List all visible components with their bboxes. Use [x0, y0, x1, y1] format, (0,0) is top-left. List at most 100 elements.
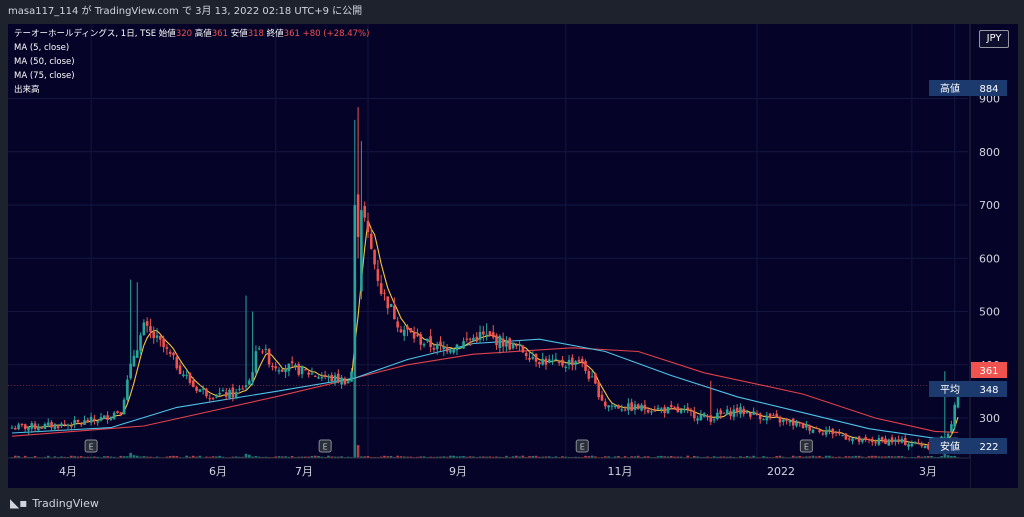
ma5-line	[25, 220, 959, 448]
candle-body	[412, 332, 416, 339]
volume-bar	[409, 456, 413, 458]
volume-bar	[607, 456, 610, 458]
publisher-header: masa117_114 が TradingView.com で 3月 13, 2…	[0, 0, 1024, 24]
candle-body	[534, 353, 538, 362]
candle-body	[706, 415, 709, 418]
candle-body	[643, 404, 647, 410]
candle-body	[491, 332, 495, 338]
candle-body	[594, 373, 597, 384]
volume-bar	[646, 456, 650, 458]
currency-button[interactable]: JPY	[979, 30, 1009, 48]
candle-body	[178, 365, 182, 375]
candle-body	[709, 415, 713, 422]
candle-body	[327, 375, 330, 378]
time-tick-label: 7月	[295, 465, 313, 478]
volume-bar	[211, 456, 215, 458]
indicator-ma50[interactable]: MA (50, close)	[14, 57, 75, 67]
volume-bar	[482, 456, 485, 458]
candle-body	[580, 358, 584, 362]
volume-bar	[340, 456, 343, 458]
candle-body	[538, 362, 541, 365]
candle-body	[524, 352, 528, 356]
volume-bar	[327, 455, 330, 458]
candle-body	[201, 388, 205, 390]
volume-bar	[386, 456, 390, 458]
candle-body	[890, 437, 894, 443]
candle-body	[805, 424, 808, 428]
volume-bar	[277, 456, 281, 458]
volume-bar	[221, 456, 225, 458]
candle-body	[729, 411, 732, 417]
candle-body	[660, 408, 663, 410]
candle-body	[70, 425, 73, 427]
volume-bar	[633, 456, 637, 458]
volume-bar	[96, 456, 100, 458]
candle-body	[277, 370, 281, 372]
earnings-marker-box	[799, 439, 813, 453]
volume-bar	[73, 456, 76, 458]
volume-bar	[465, 456, 469, 458]
candle-body	[874, 442, 877, 444]
symbol-row: テーオーホールディングス, 1日, TSE 始値320 高値361 安値318 …	[14, 27, 369, 41]
volume-bar	[544, 456, 548, 458]
candle-body	[449, 350, 452, 353]
volume-bar	[874, 455, 877, 458]
candle-body	[818, 430, 821, 433]
candle-body	[320, 377, 324, 379]
volume-bar	[884, 456, 887, 458]
candle-body	[749, 412, 752, 417]
candle-body	[719, 410, 722, 415]
volume-bar	[442, 456, 446, 458]
volume-bar	[950, 455, 953, 458]
candle-body	[867, 438, 871, 441]
candle-body	[20, 423, 24, 426]
candle-body	[175, 357, 179, 369]
time-tick-label: 4月	[59, 465, 77, 478]
volume-bar	[716, 456, 719, 458]
candle-body	[762, 419, 765, 421]
volume-bar	[604, 456, 607, 458]
indicator-ma5[interactable]: MA (5, close)	[14, 43, 70, 53]
candle-body	[475, 336, 479, 342]
volume-bar	[693, 455, 696, 458]
volume-bar	[366, 455, 370, 458]
volume-bar	[541, 456, 544, 458]
volume-bar	[861, 456, 864, 458]
candle-body	[808, 425, 811, 431]
time-tick-label: 2022	[767, 465, 795, 478]
candle-body	[838, 432, 841, 434]
symbol-name[interactable]: テーオーホールディングス, 1日, TSE	[14, 29, 157, 39]
candle-body	[462, 341, 465, 349]
candle-body	[739, 407, 742, 415]
volume-bar	[264, 456, 268, 458]
volume-bar	[458, 456, 462, 458]
indicator-ma75[interactable]: MA (75, close)	[14, 71, 75, 81]
candle-body	[363, 206, 366, 218]
candle-body	[89, 416, 93, 423]
candle-body	[399, 329, 403, 333]
candle-body	[814, 427, 818, 429]
volume-bar	[857, 455, 861, 458]
volume-bar	[139, 456, 142, 458]
candle-body	[758, 413, 762, 420]
candle-body	[587, 371, 591, 379]
volume-bar	[231, 456, 235, 458]
price-label-value-box	[971, 80, 1007, 96]
candle-body	[376, 269, 380, 281]
volume-bar	[953, 456, 957, 458]
volume-bar	[188, 456, 192, 458]
candle-body	[287, 363, 291, 372]
volume-bar	[396, 455, 399, 458]
candle-body	[195, 386, 198, 391]
candle-body	[231, 387, 235, 398]
price-label-value-box	[971, 438, 1007, 454]
volume-bar	[135, 455, 139, 458]
volume-bar	[775, 456, 779, 458]
tradingview-logo[interactable]: ◣▪ TradingView	[10, 496, 99, 510]
candle-body	[455, 344, 459, 351]
volume-bar	[900, 456, 904, 458]
candle-body	[313, 375, 317, 377]
indicator-volume[interactable]: 出来高	[14, 85, 40, 95]
price-label-name-box	[929, 438, 971, 454]
